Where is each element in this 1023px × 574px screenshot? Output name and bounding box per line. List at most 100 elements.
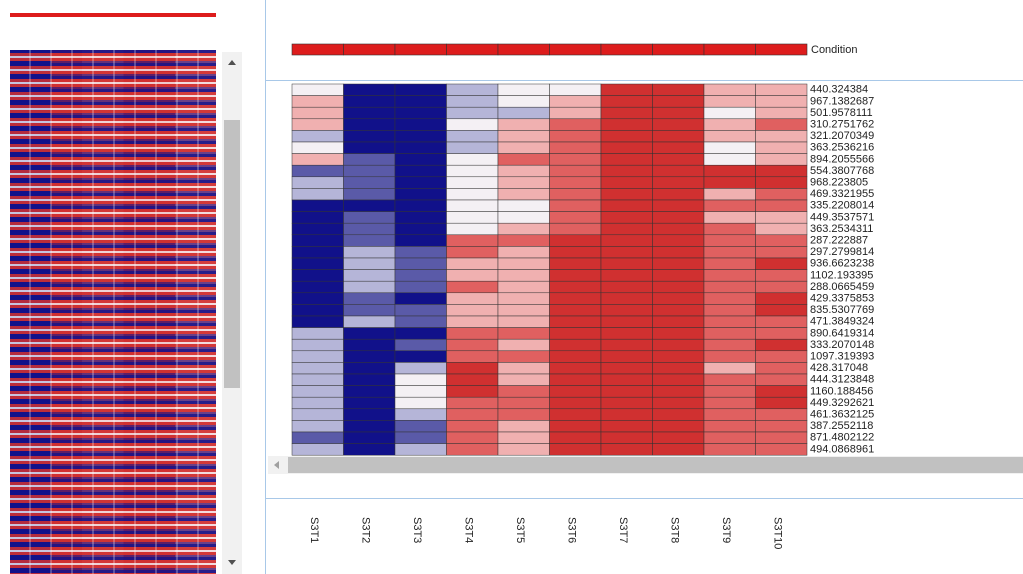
heatmap-cell — [291, 234, 344, 247]
heatmap-cell — [394, 176, 447, 189]
heatmap-cell — [652, 373, 705, 386]
heatmap-cell — [291, 83, 344, 96]
column-label: S3T8 — [668, 517, 680, 543]
heatmap-cell — [703, 83, 756, 96]
row-label: 835.5307769 — [810, 304, 874, 316]
overview-heatmap[interactable] — [10, 50, 216, 574]
heatmap-cell — [703, 95, 756, 108]
heatmap-cell — [291, 350, 344, 363]
heatmap-cell — [652, 246, 705, 259]
condition-cell — [549, 43, 602, 56]
heatmap-cell — [600, 106, 653, 120]
heatmap-cell — [652, 118, 705, 131]
heatmap-cell — [652, 420, 705, 433]
heatmap-cell — [549, 188, 602, 201]
heatmap-cell — [446, 280, 499, 294]
heatmap-cell — [549, 362, 602, 375]
row-label: 449.3537571 — [810, 211, 874, 223]
heatmap-cell — [652, 257, 705, 270]
heatmap-cell — [549, 106, 602, 120]
heatmap-cell — [497, 211, 550, 224]
heatmap-cell — [497, 164, 550, 178]
heatmap-cell — [755, 176, 808, 189]
heatmap-cell — [497, 188, 550, 201]
heatmap-cell — [343, 304, 396, 317]
heatmap-cell — [755, 385, 808, 398]
heatmap-cell — [291, 222, 344, 236]
heatmap-cell — [600, 95, 653, 108]
heatmap-cell — [394, 443, 447, 456]
heatmap-cell — [703, 373, 756, 386]
scroll-up-arrow[interactable] — [228, 60, 236, 65]
heatmap-cell — [394, 315, 447, 328]
scroll-left-arrow[interactable] — [274, 461, 279, 469]
heatmap-cell — [497, 385, 550, 398]
heatmap-cell — [497, 304, 550, 317]
heatmap-cell — [703, 385, 756, 398]
heatmap-cell — [446, 373, 499, 386]
heatmap-cell — [446, 443, 499, 456]
heatmap-cell — [600, 304, 653, 317]
heatmap-cell — [497, 408, 550, 421]
heatmap-cell — [291, 106, 344, 120]
heatmap-cell — [703, 222, 756, 236]
heatmap-cell — [703, 269, 756, 282]
heatmap-cell — [446, 246, 499, 259]
heatmap-cell — [497, 234, 550, 247]
heatmap-cell — [343, 257, 396, 270]
heatmap-cell — [600, 176, 653, 189]
column-label: S3T5 — [514, 517, 526, 543]
heatmap-cell — [755, 408, 808, 421]
heatmap-cell — [291, 292, 344, 305]
heatmap-cell — [394, 95, 447, 108]
heatmap-cell — [703, 443, 756, 456]
heatmap-cell — [343, 350, 396, 363]
heatmap-cell — [703, 362, 756, 375]
heatmap-cell — [446, 408, 499, 421]
heatmap-cell — [394, 280, 447, 294]
row-label: 936.6623238 — [810, 258, 874, 270]
heatmap-cell — [291, 95, 344, 108]
heatmap-cell — [755, 396, 808, 410]
heatmap-cell — [394, 118, 447, 131]
heatmap-cell — [652, 199, 705, 212]
row-label: 335.2208014 — [810, 200, 874, 212]
heatmap-cell — [703, 396, 756, 410]
row-label: 440.324384 — [810, 84, 868, 96]
heatmap-cell — [343, 280, 396, 294]
heatmap-cell — [600, 234, 653, 247]
heatmap-cell — [549, 338, 602, 352]
heatmap-cell — [497, 396, 550, 410]
heatmap-cell — [600, 118, 653, 131]
heatmap-cell — [497, 420, 550, 433]
vertical-scrollbar[interactable] — [222, 52, 242, 574]
scroll-thumb[interactable] — [224, 120, 240, 388]
heatmap-cell — [291, 338, 344, 352]
heatmap-cell — [291, 153, 344, 166]
heatmap-cell — [291, 420, 344, 433]
row-label: 297.2799814 — [810, 246, 874, 258]
scroll-down-arrow[interactable] — [228, 560, 236, 565]
heatmap-cell — [549, 350, 602, 363]
heatmap-cell — [600, 83, 653, 96]
heatmap-cell — [755, 246, 808, 259]
heatmap-cell — [549, 408, 602, 421]
row-label: 871.4802122 — [810, 432, 874, 444]
heatmap-cell — [652, 431, 705, 444]
heatmap-cell — [291, 246, 344, 259]
heatmap-cell — [497, 118, 550, 131]
heatmap-cell — [652, 408, 705, 421]
heatmap-cell — [446, 338, 499, 352]
heatmap-cell — [703, 164, 756, 178]
heatmap-cell — [652, 396, 705, 410]
scroll-thumb[interactable] — [288, 457, 1023, 473]
heatmap-cell — [291, 373, 344, 386]
heatmap-cell — [343, 362, 396, 375]
row-label: 967.1382687 — [810, 95, 874, 107]
heatmap-cell — [394, 164, 447, 178]
heatmap-cell — [652, 222, 705, 236]
heatmap-cell — [755, 443, 808, 456]
row-label: 469.3321955 — [810, 188, 874, 200]
heatmap-cell — [291, 130, 344, 143]
row-label: 321.2070349 — [810, 130, 874, 142]
